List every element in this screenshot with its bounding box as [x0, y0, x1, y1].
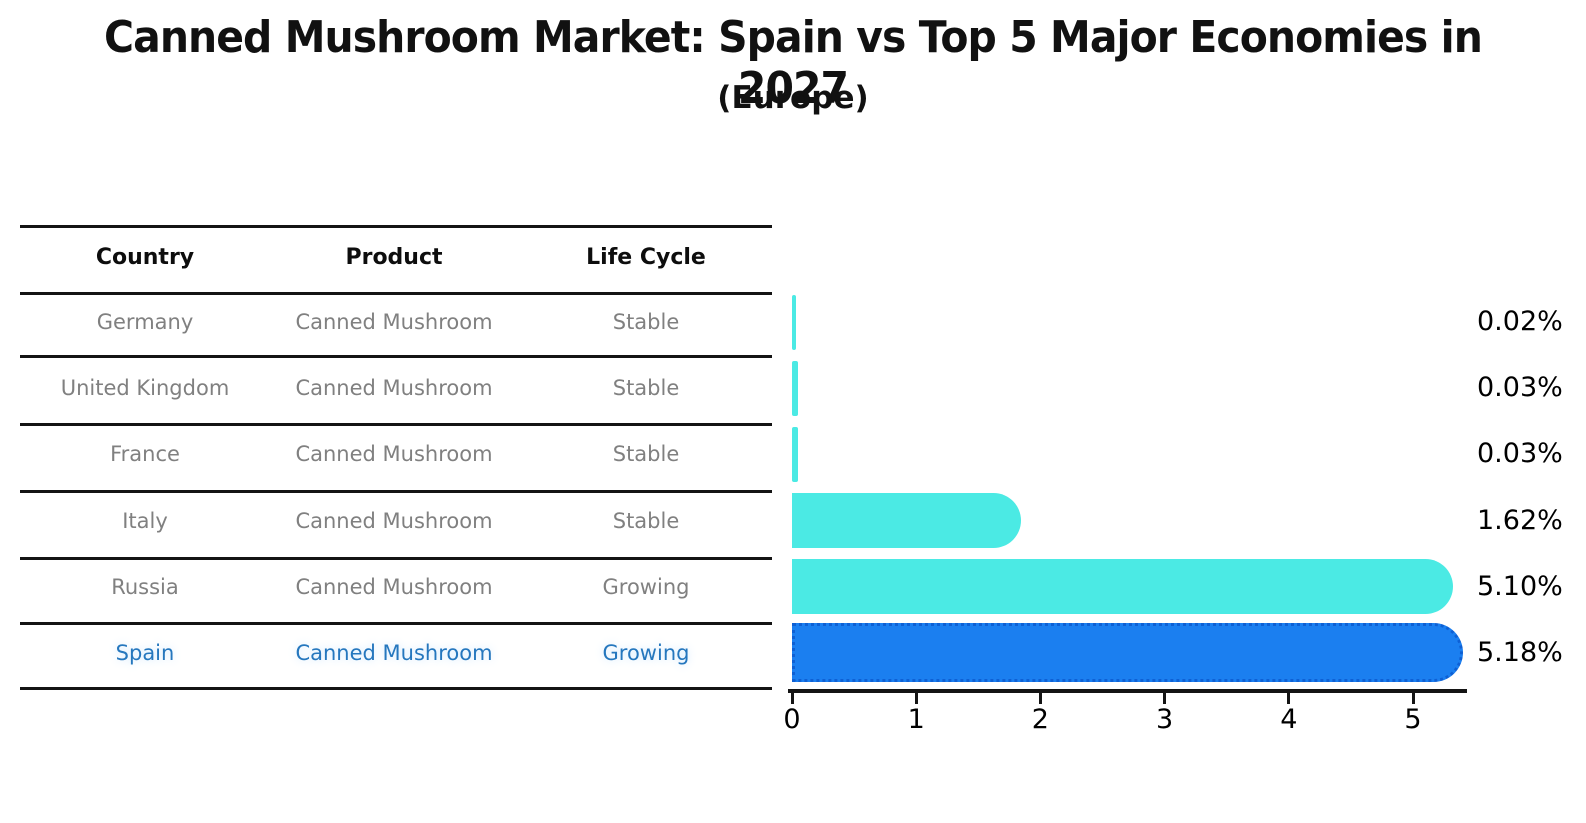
table-cell-country: France: [110, 442, 180, 466]
table-cell-country: United Kingdom: [60, 376, 230, 400]
column-header-country: Country: [95, 245, 195, 270]
table-cell-country: Russia: [111, 574, 179, 599]
x-axis-tick-label: 2: [1031, 704, 1049, 735]
bar-value-label: 0.02%: [1477, 306, 1563, 337]
bar-value-label: 1.62%: [1477, 504, 1563, 536]
bar-france: [792, 426, 798, 482]
bar-germany: [792, 294, 796, 350]
bar-spain: [792, 623, 1463, 682]
table-cell-life-cycle: Stable: [612, 508, 680, 533]
x-axis-tickmark: [790, 693, 794, 704]
table-cell-product: Canned Mushroom: [295, 508, 493, 533]
x-axis-tickmark: [1411, 693, 1415, 704]
table-cell-country: Germany: [96, 310, 194, 334]
table-cell-life-cycle: Stable: [612, 310, 680, 334]
table-row-rule: [20, 622, 772, 625]
bar-italy: [792, 493, 1021, 548]
table-bottom-rule: [20, 687, 772, 690]
table-cell-product: Canned Mushroom: [295, 640, 493, 665]
x-axis-tickmark: [1287, 693, 1291, 704]
x-axis-tick-label: 3: [1156, 704, 1174, 735]
table-header-rule: [20, 292, 772, 295]
table-cell-life-cycle: Growing: [602, 640, 690, 665]
x-axis-line: [788, 689, 1467, 693]
page-title: Canned Mushroom Market: Spain vs Top 5 M…: [104, 12, 1483, 114]
table-top-rule: [20, 225, 772, 228]
table-cell-country: Italy: [122, 508, 168, 533]
x-axis-tick-label: 0: [783, 704, 801, 735]
bar-value-label: 0.03%: [1477, 372, 1563, 403]
table-row-rule: [20, 423, 772, 426]
table-row-rule: [20, 490, 772, 493]
x-axis-tick-label: 1: [907, 704, 925, 735]
column-header-product: Product: [345, 245, 443, 270]
bar-united-kingdom: [792, 360, 798, 416]
x-axis-tickmark: [914, 693, 918, 704]
column-header-lifecycle: Life Cycle: [586, 245, 706, 270]
table-cell-life-cycle: Stable: [612, 376, 680, 400]
bar-russia: [792, 559, 1453, 614]
x-axis-tick-label: 5: [1404, 704, 1422, 735]
table-cell-country: Spain: [115, 640, 175, 665]
table-cell-life-cycle: Growing: [602, 574, 690, 599]
table-row-rule: [20, 557, 772, 560]
table-cell-product: Canned Mushroom: [295, 376, 493, 400]
x-axis-tick-label: 4: [1280, 704, 1298, 735]
page-subtitle: (Europe): [717, 80, 869, 116]
table-cell-product: Canned Mushroom: [295, 442, 493, 466]
table-row-rule: [20, 355, 772, 358]
bar-value-label: 5.10%: [1477, 570, 1563, 602]
x-axis-tickmark: [1038, 693, 1042, 704]
table-cell-product: Canned Mushroom: [295, 310, 493, 334]
bar-value-label: 0.03%: [1477, 438, 1563, 469]
table-cell-life-cycle: Stable: [612, 442, 680, 466]
table-cell-product: Canned Mushroom: [295, 574, 493, 599]
x-axis-tickmark: [1163, 693, 1167, 704]
bar-value-label: 5.18%: [1477, 636, 1563, 668]
